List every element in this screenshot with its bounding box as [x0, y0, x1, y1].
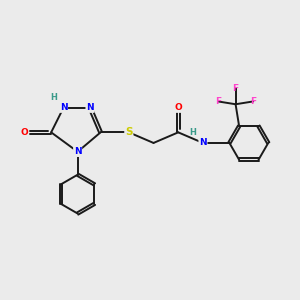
Text: N: N: [86, 103, 94, 112]
Text: N: N: [60, 103, 67, 112]
Text: S: S: [125, 128, 133, 137]
Text: F: F: [215, 97, 221, 106]
Text: H: H: [50, 93, 57, 102]
Text: N: N: [199, 138, 207, 147]
Text: N: N: [74, 147, 82, 156]
Text: O: O: [21, 128, 28, 137]
Text: F: F: [250, 97, 256, 106]
Text: H: H: [190, 128, 196, 137]
Text: F: F: [232, 84, 239, 93]
Text: O: O: [174, 103, 182, 112]
